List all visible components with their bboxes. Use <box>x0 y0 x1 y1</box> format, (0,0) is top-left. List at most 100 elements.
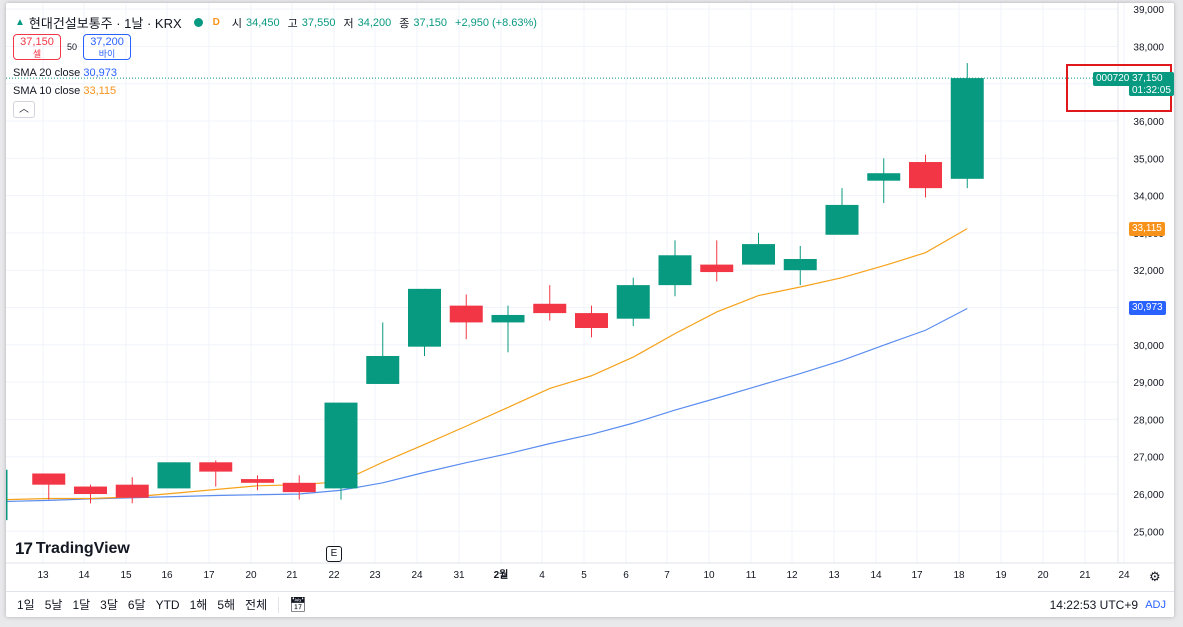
adj-toggle[interactable]: ADJ <box>1145 598 1166 611</box>
candle[interactable] <box>32 473 66 500</box>
candle-body <box>324 402 358 489</box>
time-tick-label: 7 <box>664 570 670 581</box>
time-tick-label: 21 <box>1079 570 1091 581</box>
price-tick-label: 29,000 <box>1133 378 1164 389</box>
market-status-icon[interactable] <box>193 18 203 27</box>
candle[interactable] <box>950 63 984 189</box>
candle[interactable] <box>6 469 8 521</box>
time-tick-label: 6 <box>623 570 629 581</box>
candle[interactable] <box>324 402 358 500</box>
time-tick-label: 13 <box>828 570 840 581</box>
candles[interactable] <box>6 63 984 521</box>
high-value: 37,550 <box>301 16 336 29</box>
sma10-title: SMA 10 close <box>13 85 81 97</box>
candle[interactable] <box>157 462 191 489</box>
sma10-line <box>6 228 968 501</box>
candle[interactable] <box>742 232 775 265</box>
price-tick-label: 36,000 <box>1133 117 1164 128</box>
sma20-price-label: 30,973 <box>1129 301 1166 315</box>
candle[interactable] <box>408 288 441 356</box>
time-tick-label: 18 <box>953 570 965 581</box>
price-chart[interactable]: 39,00038,00037,00036,00035,00034,00033,0… <box>6 3 1174 591</box>
time-tick-label: 4 <box>539 570 545 581</box>
open-value: 34,450 <box>246 16 280 29</box>
candle[interactable] <box>867 158 901 204</box>
time-tick-label: 15 <box>120 570 132 581</box>
settings-icon[interactable]: ⚙ <box>1149 569 1161 584</box>
range-6m-button[interactable]: 6달 <box>127 598 146 612</box>
clock-display[interactable]: 14:22:53 UTC+9 <box>1049 597 1138 612</box>
up-triangle-icon: ▲ <box>15 17 25 28</box>
time-axis[interactable]: 13 14 15 16 17 20 21 22 23 24 31 2월 4 5 6 7 10 11 12 13 14 17… <box>37 569 1130 581</box>
chevron-up-icon: ︿ <box>19 104 29 115</box>
candle[interactable] <box>241 475 274 491</box>
price-tick-label: 27,000 <box>1133 453 1164 464</box>
range-1y-button[interactable]: 1해 <box>189 598 208 612</box>
candle[interactable] <box>533 285 567 321</box>
candle[interactable] <box>199 460 233 487</box>
candle[interactable] <box>282 475 316 500</box>
range-ytd-button[interactable]: YTD <box>155 597 180 612</box>
spread-value: 50 <box>67 42 78 52</box>
time-tick-label: 13 <box>37 570 49 581</box>
buy-label: 바이 <box>98 49 116 59</box>
candle[interactable] <box>909 154 942 198</box>
candle-body <box>366 355 400 384</box>
change-value: +2,950 (+8.63%) <box>455 16 537 29</box>
sma10-series <box>6 228 968 501</box>
candle-body <box>575 313 608 329</box>
sell-price: 37,150 <box>20 36 54 48</box>
candle[interactable] <box>491 305 525 353</box>
symbol-legend: ▲ 현대건설보통주 · 1날 · KRX D 시 34,450 고 37,550 저… <box>15 13 541 32</box>
range-3m-button[interactable]: 3달 <box>100 598 118 612</box>
tradingview-logo[interactable]: 17 TradingView <box>15 539 130 559</box>
last-price-ticker: 000720 <box>1093 72 1133 86</box>
interval-badge[interactable]: D <box>212 17 220 28</box>
range-all-button[interactable]: 전체 <box>245 598 268 612</box>
close-value: 37,150 <box>413 16 448 29</box>
calendar-range-icon[interactable]: 📅︎ <box>289 596 307 612</box>
chart-window: 39,00038,00037,00036,00035,00034,00033,0… <box>6 3 1174 617</box>
candle[interactable] <box>449 294 483 340</box>
candle[interactable] <box>700 240 734 282</box>
time-tick-label: 16 <box>161 570 173 581</box>
price-tick-label: 30,000 <box>1133 341 1164 352</box>
range-1d-button[interactable]: 1일 <box>17 598 35 612</box>
candle-body <box>616 285 650 319</box>
time-tick-label: 20 <box>1037 570 1049 581</box>
buy-button[interactable]: 37,200 바이 <box>83 34 132 60</box>
candle[interactable] <box>115 477 149 504</box>
candle-body <box>909 162 942 189</box>
sma10-legend[interactable]: SMA 10 close 33,115 <box>13 85 116 97</box>
time-tick-label: 31 <box>453 570 465 581</box>
sell-label: 셀 <box>32 49 42 59</box>
candle[interactable] <box>825 188 859 235</box>
last-price-label[interactable]: 37,150 01:32:05 <box>1129 72 1174 96</box>
candle[interactable] <box>658 240 692 297</box>
high-label: 고 <box>287 17 298 30</box>
candle[interactable] <box>616 277 650 327</box>
price-tick-label: 32,000 <box>1133 266 1164 277</box>
range-5y-button[interactable]: 5해 <box>217 598 236 612</box>
candle-body <box>408 288 441 347</box>
time-tick-label: 24 <box>411 570 423 581</box>
range-1m-button[interactable]: 1달 <box>72 598 91 612</box>
trade-panel: 37,150 셀 50 37,200 바이 <box>13 34 132 60</box>
collapse-legend-button[interactable]: ︿ <box>13 101 35 118</box>
sma20-legend[interactable]: SMA 20 close 30,973 <box>13 67 117 79</box>
candle-body <box>491 314 525 323</box>
price-tick-label: 28,000 <box>1133 415 1164 426</box>
candle[interactable] <box>74 484 107 504</box>
range-5d-button[interactable]: 5날 <box>44 598 63 612</box>
price-tick-label: 39,000 <box>1133 5 1164 16</box>
toolbar-divider <box>278 596 280 613</box>
earnings-marker[interactable]: E <box>326 546 342 562</box>
sell-button[interactable]: 37,150 셀 <box>13 34 61 60</box>
candle[interactable] <box>783 245 817 286</box>
candle-body <box>74 486 107 494</box>
symbol-title[interactable]: 현대건설보통주 · 1날 · KRX <box>28 16 182 31</box>
candle[interactable] <box>366 322 400 384</box>
time-tick-label: 5 <box>581 570 587 581</box>
candle[interactable] <box>575 305 608 338</box>
candle-body <box>742 244 775 265</box>
